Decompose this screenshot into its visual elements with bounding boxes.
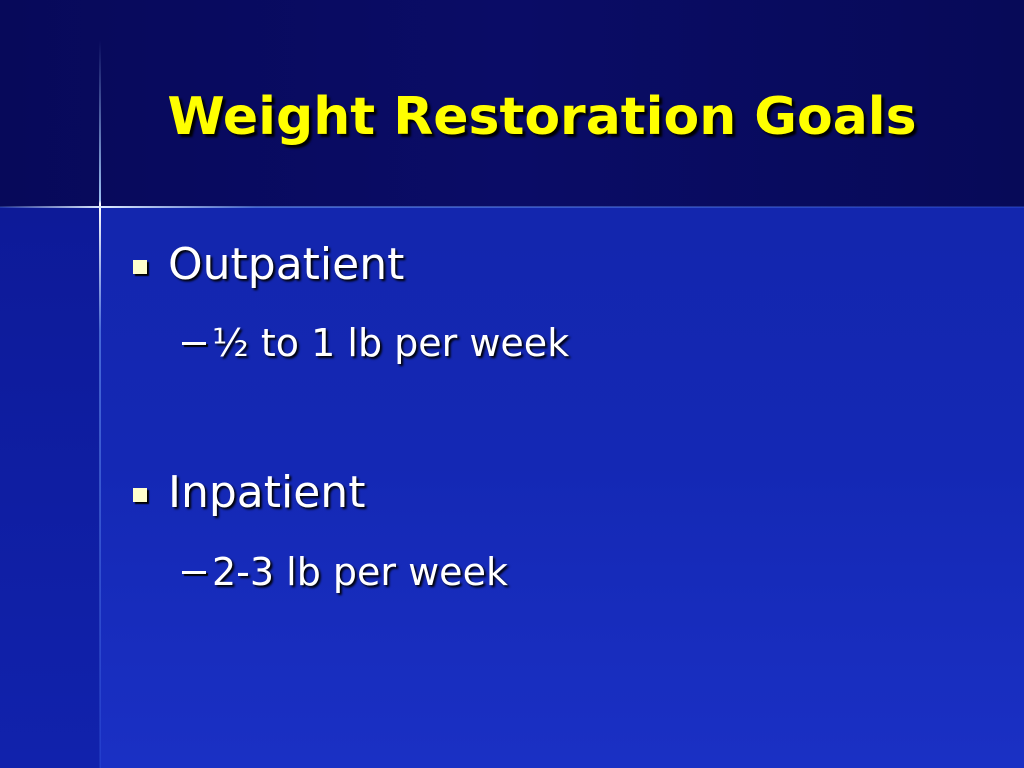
sub-bullet-text: 2-3 lb per week — [212, 550, 508, 594]
vertical-rule — [99, 40, 101, 768]
bullet-square — [133, 260, 147, 274]
horizontal-rule — [0, 206, 1024, 208]
left-band — [0, 207, 100, 768]
bullet-text: Outpatient — [168, 239, 405, 290]
sub-bullet-dash — [182, 571, 206, 574]
bullet-text: Inpatient — [168, 467, 366, 518]
slide-title: Weight Restoration Goals — [167, 87, 917, 147]
sub-bullet-dash — [182, 342, 206, 345]
title-band — [0, 0, 1024, 207]
bullet-square — [133, 488, 147, 502]
sub-bullet-text: ½ to 1 lb per week — [212, 321, 570, 365]
